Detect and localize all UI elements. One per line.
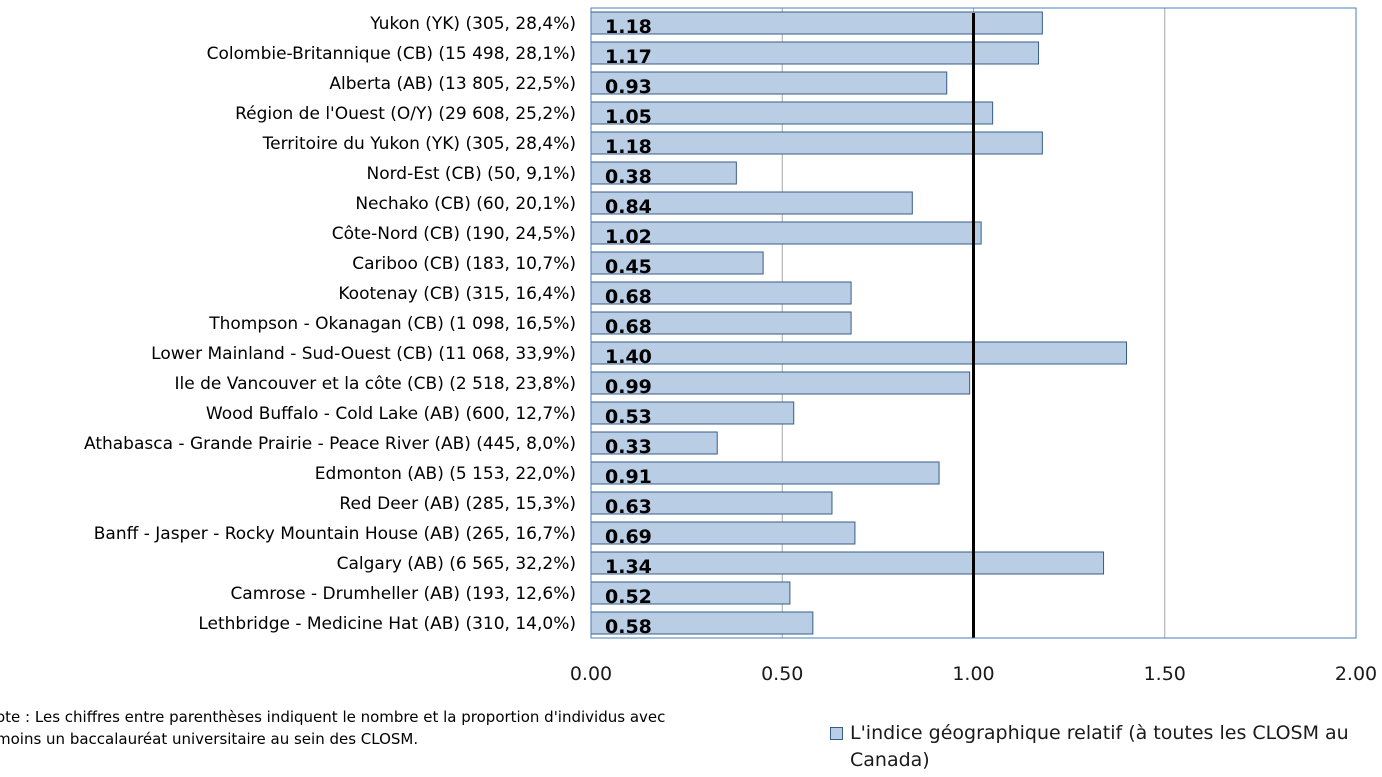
x-tick-label: 2.00 (1335, 663, 1377, 685)
category-label: Kootenay (CB) (315, 16,4%) (338, 284, 576, 304)
x-tick-label: 1.00 (952, 663, 994, 685)
bar-value-label: 1.05 (605, 106, 652, 128)
bar-value-label: 1.18 (605, 16, 652, 38)
category-label: Colombie-Britannique (CB) (15 498, 28,1%… (207, 44, 576, 64)
category-label: Camrose - Drumheller (AB) (193, 12,6%) (230, 584, 576, 604)
bar-value-label: 1.02 (605, 226, 652, 248)
x-tick-label: 1.50 (1144, 663, 1186, 685)
category-label: Wood Buffalo - Cold Lake (AB) (600, 12,7… (206, 404, 576, 424)
bar-value-label: 0.99 (605, 376, 652, 398)
bar-value-label: 0.68 (605, 286, 652, 308)
bar-value-label: 0.38 (605, 166, 652, 188)
category-label: Edmonton (AB) (5 153, 22,0%) (315, 464, 576, 484)
category-label: Yukon (YK) (305, 28,4%) (369, 14, 576, 34)
category-labels: Yukon (YK) (305, 28,4%) Colombie-Britanni… (84, 14, 576, 634)
chart-footnote: ote : Les chiffres entre parenthèses ind… (0, 706, 796, 750)
bar-value-label: 0.68 (605, 316, 652, 338)
category-label: Red Deer (AB) (285, 15,3%) (339, 494, 576, 514)
bar-value-label: 0.93 (605, 76, 652, 98)
category-label: Athabasca - Grande Prairie - Peace River… (84, 434, 576, 454)
category-label: Banff - Jasper - Rocky Mountain House (A… (94, 524, 576, 544)
bar-value-label: 1.18 (605, 136, 652, 158)
bar-value-label: 0.45 (605, 256, 652, 278)
bar-value-label: 0.58 (605, 616, 652, 638)
bar-value-label: 0.84 (605, 196, 652, 218)
bar-value-label: 0.52 (605, 586, 652, 608)
x-tick-label: 0.50 (761, 663, 803, 685)
x-tick-labels: 0.00 0.50 1.00 1.50 2.00 (570, 663, 1377, 685)
bar-value-label: 0.53 (605, 406, 652, 428)
bar-value-label: 0.69 (605, 526, 652, 548)
bar-value-label: 0.91 (605, 466, 652, 488)
legend-label: L'indice géographique relatif (à toutes … (850, 722, 1349, 771)
plot-frame (590, 7, 1357, 639)
x-tick-label: 0.00 (570, 663, 612, 685)
category-label: Thompson - Okanagan (CB) (1 098, 16,5%) (208, 314, 576, 334)
bars: 1.18 1.17 0.93 1.05 1.18 0.38 0.84 1.02 0.45 0.68… (590, 11, 1127, 638)
category-label: Calgary (AB) (6 565, 32,2%) (337, 554, 576, 574)
category-label: Région de l'Ouest (O/Y) (29 608, 25,2%) (235, 104, 576, 124)
bar (590, 551, 1105, 575)
bar-value-label: 1.40 (605, 346, 652, 368)
bar-chart-svg: 1.18 1.17 0.93 1.05 1.18 0.38 0.84 1.02 0.45 0.68… (84, 7, 1377, 685)
bar (590, 41, 1040, 65)
footnote-line-2: moins un baccalauréat universitaire au s… (0, 730, 419, 748)
category-label: Ile de Vancouver et la côte (CB) (2 518,… (175, 374, 576, 394)
bar-value-label: 0.33 (605, 436, 652, 458)
category-label: Territoire du Yukon (YK) (305, 28,4%) (262, 134, 576, 154)
footnote-line-1: ote : Les chiffres entre parenthèses ind… (0, 708, 666, 726)
category-label: Cariboo (CB) (183, 10,7%) (352, 254, 576, 274)
bar-value-label: 0.63 (605, 496, 652, 518)
category-label: Lethbridge - Medicine Hat (AB) (310, 14,… (198, 614, 576, 634)
legend-swatch (830, 727, 843, 740)
category-label: Alberta (AB) (13 805, 22,5%) (329, 74, 576, 94)
category-label: Lower Mainland - Sud-Ouest (CB) (11 068,… (151, 344, 576, 364)
chart-legend: L'indice géographique relatif (à toutes … (830, 720, 1370, 774)
category-label: Nechako (CB) (60, 20,1%) (355, 194, 576, 214)
plot-border (590, 7, 1357, 639)
bar (590, 341, 1127, 365)
bar-value-label: 1.17 (605, 46, 652, 68)
bar-value-label: 1.34 (605, 556, 652, 578)
category-label: Nord-Est (CB) (50, 9,1%) (367, 164, 577, 184)
category-label: Côte-Nord (CB) (190, 24,5%) (332, 224, 576, 244)
